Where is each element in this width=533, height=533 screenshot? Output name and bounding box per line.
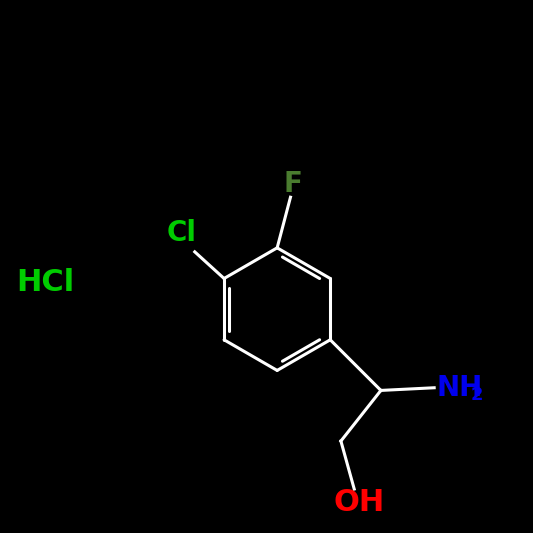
Text: NH: NH <box>437 374 483 402</box>
Text: F: F <box>284 170 303 198</box>
Text: HCl: HCl <box>16 268 75 297</box>
Text: Cl: Cl <box>166 219 197 247</box>
Text: OH: OH <box>334 488 385 517</box>
Text: 2: 2 <box>471 386 483 404</box>
